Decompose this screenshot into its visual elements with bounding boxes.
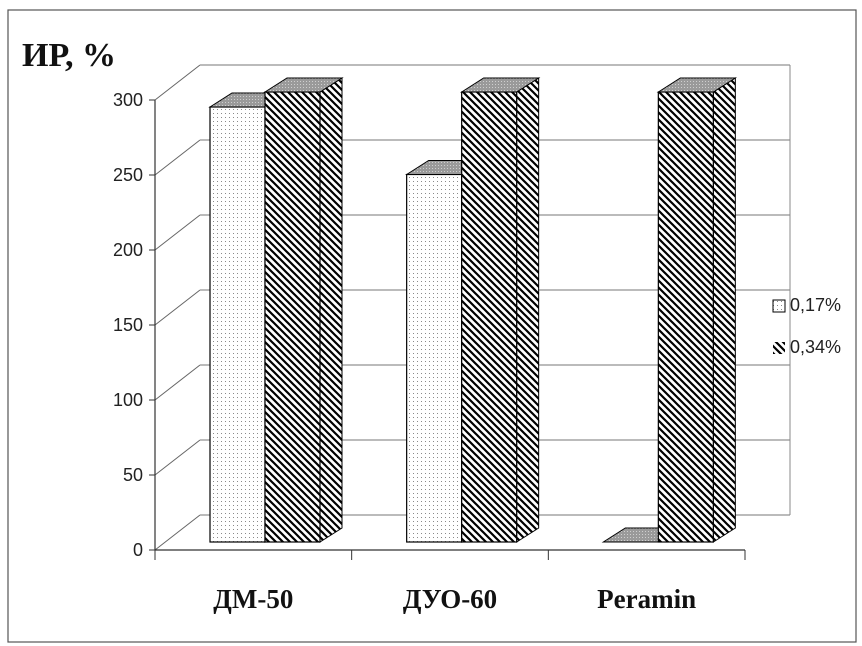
y-tick-label: 50 bbox=[123, 465, 143, 485]
bar bbox=[656, 77, 738, 543]
y-tick-label: 100 bbox=[113, 390, 143, 410]
x-axis-categories: ДМ-50 ДУО-60 Peramin bbox=[213, 584, 696, 614]
bar-top bbox=[656, 77, 738, 93]
gridline-side bbox=[154, 289, 201, 326]
bar-front bbox=[209, 106, 266, 543]
y-axis-ticks: 0 50 100 150 200 250 300 bbox=[113, 90, 155, 560]
bar-side bbox=[712, 77, 736, 543]
bar-front bbox=[406, 173, 463, 543]
category-label: Peramin bbox=[597, 584, 696, 614]
chart-title: ИР, % bbox=[22, 37, 116, 74]
bar-front bbox=[461, 91, 518, 543]
y-tick-label: 200 bbox=[113, 240, 143, 260]
chart-frame bbox=[7, 9, 857, 643]
bar-top bbox=[459, 77, 541, 93]
legend-label: 0,34% bbox=[790, 337, 841, 357]
bar-top bbox=[263, 77, 344, 93]
gridline-side bbox=[154, 364, 201, 401]
y-tick-label: 150 bbox=[113, 315, 143, 335]
bar-side bbox=[516, 77, 540, 543]
bar-front bbox=[657, 91, 714, 543]
y-tick-label: 0 bbox=[133, 540, 143, 560]
y-tick-label: 300 bbox=[113, 90, 143, 110]
bar-front bbox=[264, 91, 321, 543]
y-tick-label: 250 bbox=[113, 165, 143, 185]
gridline-side bbox=[154, 439, 201, 476]
category-label: ДМ-50 bbox=[213, 584, 293, 614]
bars bbox=[208, 77, 738, 543]
legend-swatch bbox=[772, 299, 786, 313]
bar-side bbox=[319, 77, 343, 543]
gridline-side bbox=[154, 139, 201, 176]
gridline-side bbox=[154, 64, 201, 101]
category-label: ДУО-60 bbox=[403, 584, 497, 614]
gridline-side bbox=[154, 214, 201, 251]
bar bbox=[263, 77, 344, 543]
legend-swatch bbox=[773, 342, 785, 354]
bar bbox=[459, 77, 541, 543]
legend: 0,17% 0,34% bbox=[772, 295, 841, 357]
legend-label: 0,17% bbox=[790, 295, 841, 315]
gridline-side bbox=[154, 514, 201, 551]
